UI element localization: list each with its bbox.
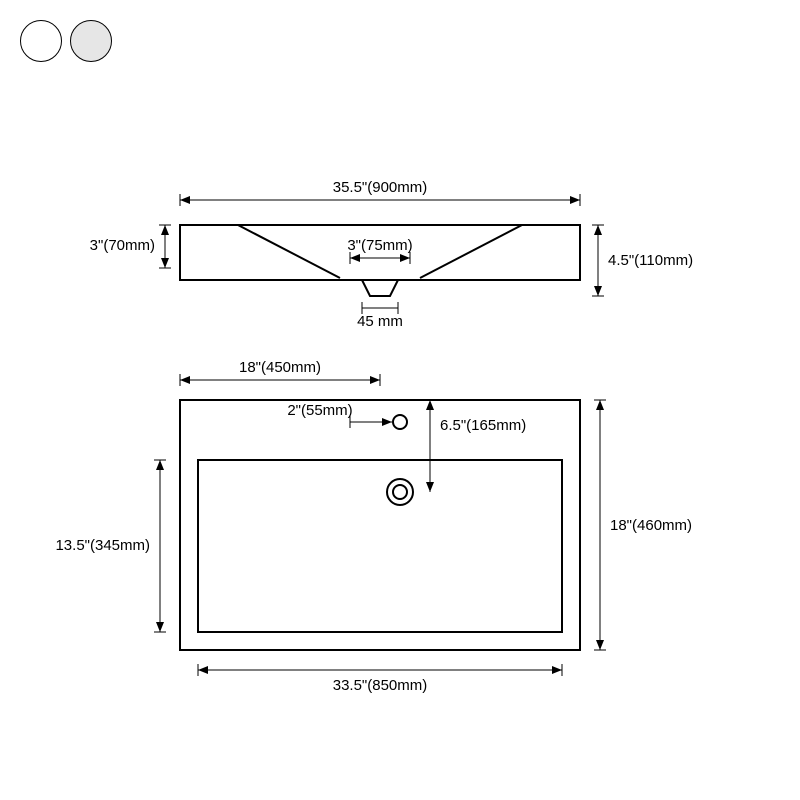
label-faucet-hole: 3"(75mm) <box>347 237 412 254</box>
label-inner-width: 33.5"(850mm) <box>333 677 428 694</box>
dim-outer-height: 18"(460mm) <box>594 400 692 650</box>
label-drain-offset: 6.5"(165mm) <box>440 417 526 434</box>
dim-inner-height: 13.5"(345mm) <box>55 460 166 632</box>
label-right-height: 4.5"(110mm) <box>608 252 693 269</box>
label-hole-offset: 2"(55mm) <box>287 402 352 419</box>
dim-faucet-hole: 3"(75mm) <box>347 237 412 264</box>
side-view: 35.5"(900mm) 3"(70mm) 4.5"(110mm) <box>90 179 693 330</box>
label-inner-height: 13.5"(345mm) <box>55 537 150 554</box>
dimension-diagram: 35.5"(900mm) 3"(70mm) 4.5"(110mm) <box>0 0 800 800</box>
label-top-width: 35.5"(900mm) <box>333 179 428 196</box>
dim-right-height: 4.5"(110mm) <box>592 225 693 296</box>
dim-faucet-base: 45 mm <box>357 302 403 330</box>
dim-half-width: 18"(450mm) <box>180 359 380 386</box>
dim-inner-width: 33.5"(850mm) <box>198 664 562 694</box>
dim-hole-offset: 2"(55mm) <box>287 402 392 428</box>
dim-drain-offset: 6.5"(165mm) <box>424 400 526 492</box>
top-view: 18"(450mm) 2"(55mm) 6.5"(165mm) 13.5"(34… <box>55 359 692 694</box>
label-left-height: 3"(70mm) <box>90 237 155 254</box>
label-half-width: 18"(450mm) <box>239 359 321 376</box>
dim-top-width: 35.5"(900mm) <box>180 179 580 206</box>
dim-left-height: 3"(70mm) <box>90 225 171 268</box>
label-faucet-base: 45 mm <box>357 313 403 330</box>
label-outer-height: 18"(460mm) <box>610 517 692 534</box>
